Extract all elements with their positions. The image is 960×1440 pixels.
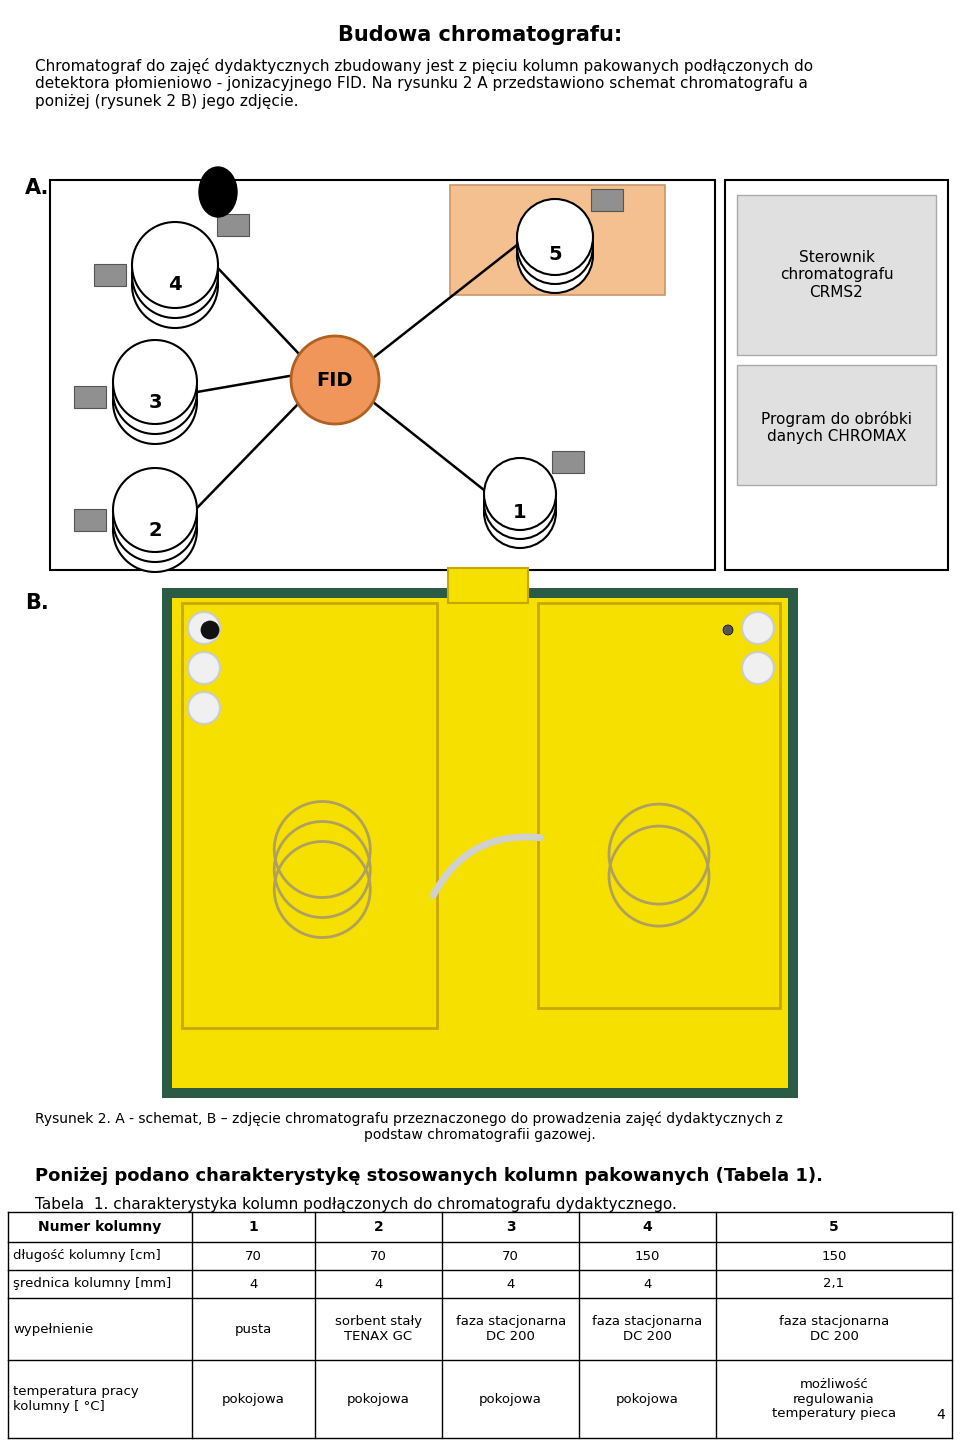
Text: 4: 4 (936, 1408, 945, 1423)
Bar (74, 386, 106, 408)
Text: 4: 4 (642, 1220, 653, 1234)
Text: pokojowa: pokojowa (348, 1392, 410, 1405)
Text: faza stacjonarna
DC 200: faza stacjonarna DC 200 (592, 1315, 703, 1344)
Text: faza stacjonarna
DC 200: faza stacjonarna DC 200 (456, 1315, 565, 1344)
Bar (182, 603, 437, 1028)
Text: A.: A. (25, 179, 49, 197)
Circle shape (517, 207, 593, 284)
Text: pokojowa: pokojowa (616, 1392, 679, 1405)
Text: 150: 150 (635, 1250, 660, 1263)
Text: 5: 5 (829, 1220, 839, 1234)
Circle shape (484, 458, 556, 530)
Circle shape (291, 336, 379, 423)
Circle shape (188, 612, 220, 644)
Circle shape (742, 652, 774, 684)
Text: Program do obróbki: Program do obróbki (761, 410, 912, 428)
Circle shape (132, 232, 218, 318)
Circle shape (113, 340, 197, 423)
Bar (737, 194, 936, 356)
Circle shape (484, 467, 556, 539)
Circle shape (113, 468, 197, 552)
Bar (74, 508, 106, 531)
Text: Tabela  1. charakterystyka kolumn podłączonych do chromatografu dydaktycznego.: Tabela 1. charakterystyka kolumn podłącz… (35, 1197, 677, 1212)
Bar (94, 264, 126, 287)
Text: 1: 1 (249, 1220, 258, 1234)
Text: Numer kolumny: Numer kolumny (38, 1220, 161, 1234)
Text: długość kolumny [cm]: długość kolumny [cm] (13, 1250, 160, 1263)
Text: 3: 3 (148, 393, 161, 412)
Text: faza stacjonarna
DC 200: faza stacjonarna DC 200 (779, 1315, 889, 1344)
Text: 3: 3 (506, 1220, 516, 1234)
Circle shape (723, 625, 733, 635)
Circle shape (201, 621, 219, 639)
Text: 4: 4 (374, 1277, 383, 1290)
Text: 2: 2 (148, 520, 162, 540)
Text: pokojowa: pokojowa (479, 1392, 542, 1405)
Text: 70: 70 (245, 1250, 262, 1263)
Circle shape (132, 242, 218, 328)
Bar (538, 603, 780, 1008)
Circle shape (113, 478, 197, 562)
Bar (50, 180, 715, 570)
Text: 4: 4 (507, 1277, 515, 1290)
Text: Poniżej podano charakterystykę stosowanych kolumn pakowanych (Tabela 1).: Poniżej podano charakterystykę stosowany… (35, 1166, 823, 1185)
Text: pokojowa: pokojowa (222, 1392, 285, 1405)
Circle shape (517, 199, 593, 275)
Text: Rysunek 2. A - schemat, B – zdjęcie chromatografu przeznaczonego do prowadzenia : Rysunek 2. A - schemat, B – zdjęcie chro… (35, 1112, 782, 1126)
Text: 70: 70 (502, 1250, 519, 1263)
Bar (591, 189, 623, 212)
Bar (725, 180, 948, 570)
Bar (447, 567, 527, 603)
Text: Budowa chromatografu:: Budowa chromatografu: (338, 24, 622, 45)
Bar (162, 588, 798, 1097)
Ellipse shape (199, 167, 237, 217)
Bar (737, 364, 936, 485)
FancyArrowPatch shape (433, 837, 540, 896)
Bar (552, 451, 584, 472)
Text: 2,1: 2,1 (824, 1277, 845, 1290)
Circle shape (484, 477, 556, 549)
Bar (450, 184, 665, 295)
Text: 4: 4 (168, 275, 181, 295)
Text: şrednica kolumny [mm]: şrednica kolumny [mm] (13, 1277, 171, 1290)
Text: podstaw chromatografii gazowej.: podstaw chromatografii gazowej. (364, 1128, 596, 1142)
Circle shape (113, 360, 197, 444)
Text: możliwość
regulowania
temperatury pieca: możliwość regulowania temperatury pieca (772, 1378, 896, 1420)
Circle shape (113, 488, 197, 572)
Text: B.: B. (25, 593, 49, 613)
Bar (8, 1212, 952, 1241)
Text: Sterownik
chromatografu
CRMS2: Sterownik chromatografu CRMS2 (780, 251, 894, 300)
Text: wypełnienie: wypełnienie (13, 1322, 93, 1335)
Text: 2: 2 (373, 1220, 383, 1234)
Circle shape (517, 217, 593, 292)
Circle shape (132, 222, 218, 308)
Text: sorbent stały
TENAX GC: sorbent stały TENAX GC (335, 1315, 422, 1344)
Text: FID: FID (317, 370, 353, 389)
Text: temperatura pracy
kolumny [ °C]: temperatura pracy kolumny [ °C] (13, 1385, 139, 1413)
Text: pusta: pusta (235, 1322, 272, 1335)
Text: danych CHROMAX: danych CHROMAX (767, 429, 906, 445)
Text: 1: 1 (514, 503, 527, 521)
Text: 150: 150 (822, 1250, 847, 1263)
Bar (217, 215, 249, 236)
Text: 70: 70 (371, 1250, 387, 1263)
Circle shape (188, 693, 220, 724)
Text: 4: 4 (643, 1277, 652, 1290)
Text: Chromatograf do zajęć dydaktycznych zbudowany jest z pięciu kolumn pakowanych po: Chromatograf do zajęć dydaktycznych zbud… (35, 58, 813, 109)
Circle shape (188, 652, 220, 684)
Text: 4: 4 (250, 1277, 257, 1290)
Circle shape (742, 612, 774, 644)
Text: 5: 5 (548, 245, 562, 265)
Circle shape (113, 350, 197, 433)
Bar (172, 598, 788, 1089)
